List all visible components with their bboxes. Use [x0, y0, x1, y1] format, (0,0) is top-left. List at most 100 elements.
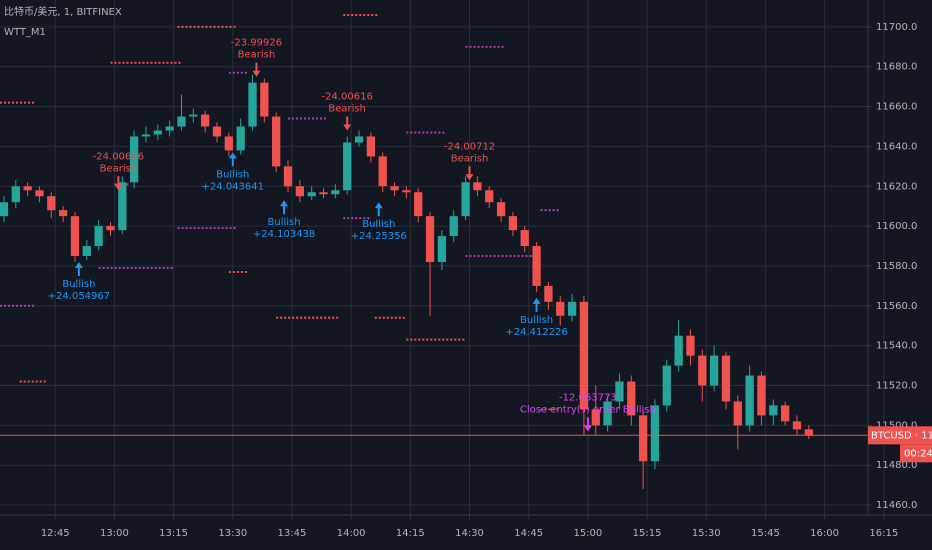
- plot: Bullish+24.054967Bearish-24.00626Bullish…: [0, 13, 868, 490]
- signal-value: +24.412226: [505, 327, 567, 338]
- candle-body: [283, 166, 293, 187]
- candle-body: [650, 405, 660, 462]
- y-tick-label: 11580.0: [876, 261, 917, 272]
- candle-body: [130, 136, 139, 183]
- candle-body: [0, 202, 9, 217]
- signal-value: +24.054967: [48, 291, 110, 302]
- signal-value: +24.25356: [351, 231, 407, 242]
- candle-body: [201, 114, 210, 127]
- candle-body: [627, 381, 636, 416]
- candle-body: [591, 409, 600, 426]
- candle-body: [236, 126, 245, 151]
- candle-body: [579, 301, 589, 410]
- candle-body: [47, 196, 56, 211]
- x-tick-label: 14:30: [455, 528, 484, 539]
- axes: 11460.0 11480.0 11500.0 11520.0 11540.0 11560…: [41, 22, 932, 539]
- x-tick-label: 15:30: [692, 528, 721, 539]
- x-tick-label: 14:00: [337, 528, 366, 539]
- candle-body: [544, 285, 553, 302]
- signal-arrow: [343, 116, 352, 131]
- candle-body: [94, 226, 103, 247]
- price-tag-label: BTCUSD · 11495.0: [871, 430, 932, 441]
- chart-title: 比特币/美元, 1, BITFINEX: [4, 5, 122, 18]
- signal-label: Bearish: [100, 163, 138, 174]
- candle-body: [70, 216, 80, 257]
- candle-body: [189, 114, 198, 117]
- signal-value: -24.00616: [322, 91, 373, 102]
- signal-arrow: [583, 417, 592, 432]
- signal-value: +24.103438: [253, 229, 315, 240]
- signal-arrow: [74, 261, 83, 276]
- signal-value: -24.00626: [93, 151, 144, 162]
- candle-body: [781, 405, 790, 422]
- candle-body: [307, 192, 316, 197]
- candle-body: [58, 210, 68, 217]
- candle-body: [272, 116, 281, 167]
- candle-body: [414, 192, 423, 217]
- y-tick-label: 11640.0: [876, 141, 917, 152]
- candle-body: [461, 182, 470, 217]
- candle-body: [674, 335, 683, 366]
- y-tick-label: 11500.0: [876, 420, 917, 431]
- y-tick-label: 11480.0: [876, 460, 917, 471]
- candle-body: [721, 355, 731, 402]
- candle-body: [35, 190, 44, 197]
- x-tick-label: 15:45: [751, 528, 780, 539]
- candle-body: [615, 381, 624, 402]
- candle-body: [343, 142, 352, 191]
- signal-arrow: [532, 297, 541, 312]
- x-tick-label: 15:15: [633, 528, 662, 539]
- candle-body: [331, 190, 340, 195]
- candle-body: [532, 246, 541, 286]
- candle-body: [485, 190, 494, 203]
- candle-body: [757, 375, 766, 416]
- candle-body: [390, 186, 399, 191]
- x-tick-label: 13:30: [218, 528, 247, 539]
- candle-body: [141, 134, 151, 137]
- candle-body: [769, 405, 778, 416]
- candle-body: [698, 355, 707, 386]
- candle-body: [402, 190, 411, 193]
- y-tick-label: 11680.0: [876, 62, 917, 73]
- candle-body: [437, 236, 447, 262]
- signal-label: Bullish: [216, 169, 249, 180]
- candle-body: [378, 156, 387, 187]
- signal-arrow: [228, 152, 237, 167]
- candle-body: [153, 130, 162, 135]
- signal-label: Bullish: [520, 315, 553, 326]
- y-tick-label: 11520.0: [876, 381, 917, 392]
- candle-body: [82, 246, 91, 257]
- signal-label: Bullish: [268, 217, 301, 228]
- candle-body: [745, 375, 754, 426]
- candle-body: [638, 415, 648, 462]
- y-tick-label: 11560.0: [876, 301, 917, 312]
- x-tick-label: 14:15: [396, 528, 425, 539]
- candle-body: [473, 182, 482, 191]
- x-tick-label: 13:45: [278, 528, 307, 539]
- candle-body: [662, 365, 671, 406]
- x-tick-label: 15:00: [573, 528, 602, 539]
- candle-body: [106, 226, 115, 231]
- candle-body: [11, 186, 20, 203]
- signal-label: Bearish: [238, 50, 276, 61]
- candle-body: [449, 216, 458, 237]
- candle-body: [804, 429, 813, 436]
- y-tick-label: 11460.0: [876, 500, 917, 511]
- candle-body: [295, 186, 304, 197]
- x-tick-label: 16:00: [810, 528, 839, 539]
- signal-label: Bearish: [451, 153, 489, 164]
- signal-arrow: [374, 202, 383, 217]
- candle-body: [165, 126, 174, 131]
- y-tick-label: 11540.0: [876, 341, 917, 352]
- candle-body: [177, 116, 186, 127]
- signal-label: Close entry(s) order Bullish: [520, 404, 656, 415]
- candle-body: [319, 192, 328, 195]
- x-tick-label: 14:45: [514, 528, 543, 539]
- signal-value: +24.043641: [202, 181, 264, 192]
- y-tick-label: 11700.0: [876, 22, 917, 33]
- candle-body: [496, 202, 506, 217]
- signal-arrow: [114, 176, 123, 191]
- candle-body: [118, 182, 127, 231]
